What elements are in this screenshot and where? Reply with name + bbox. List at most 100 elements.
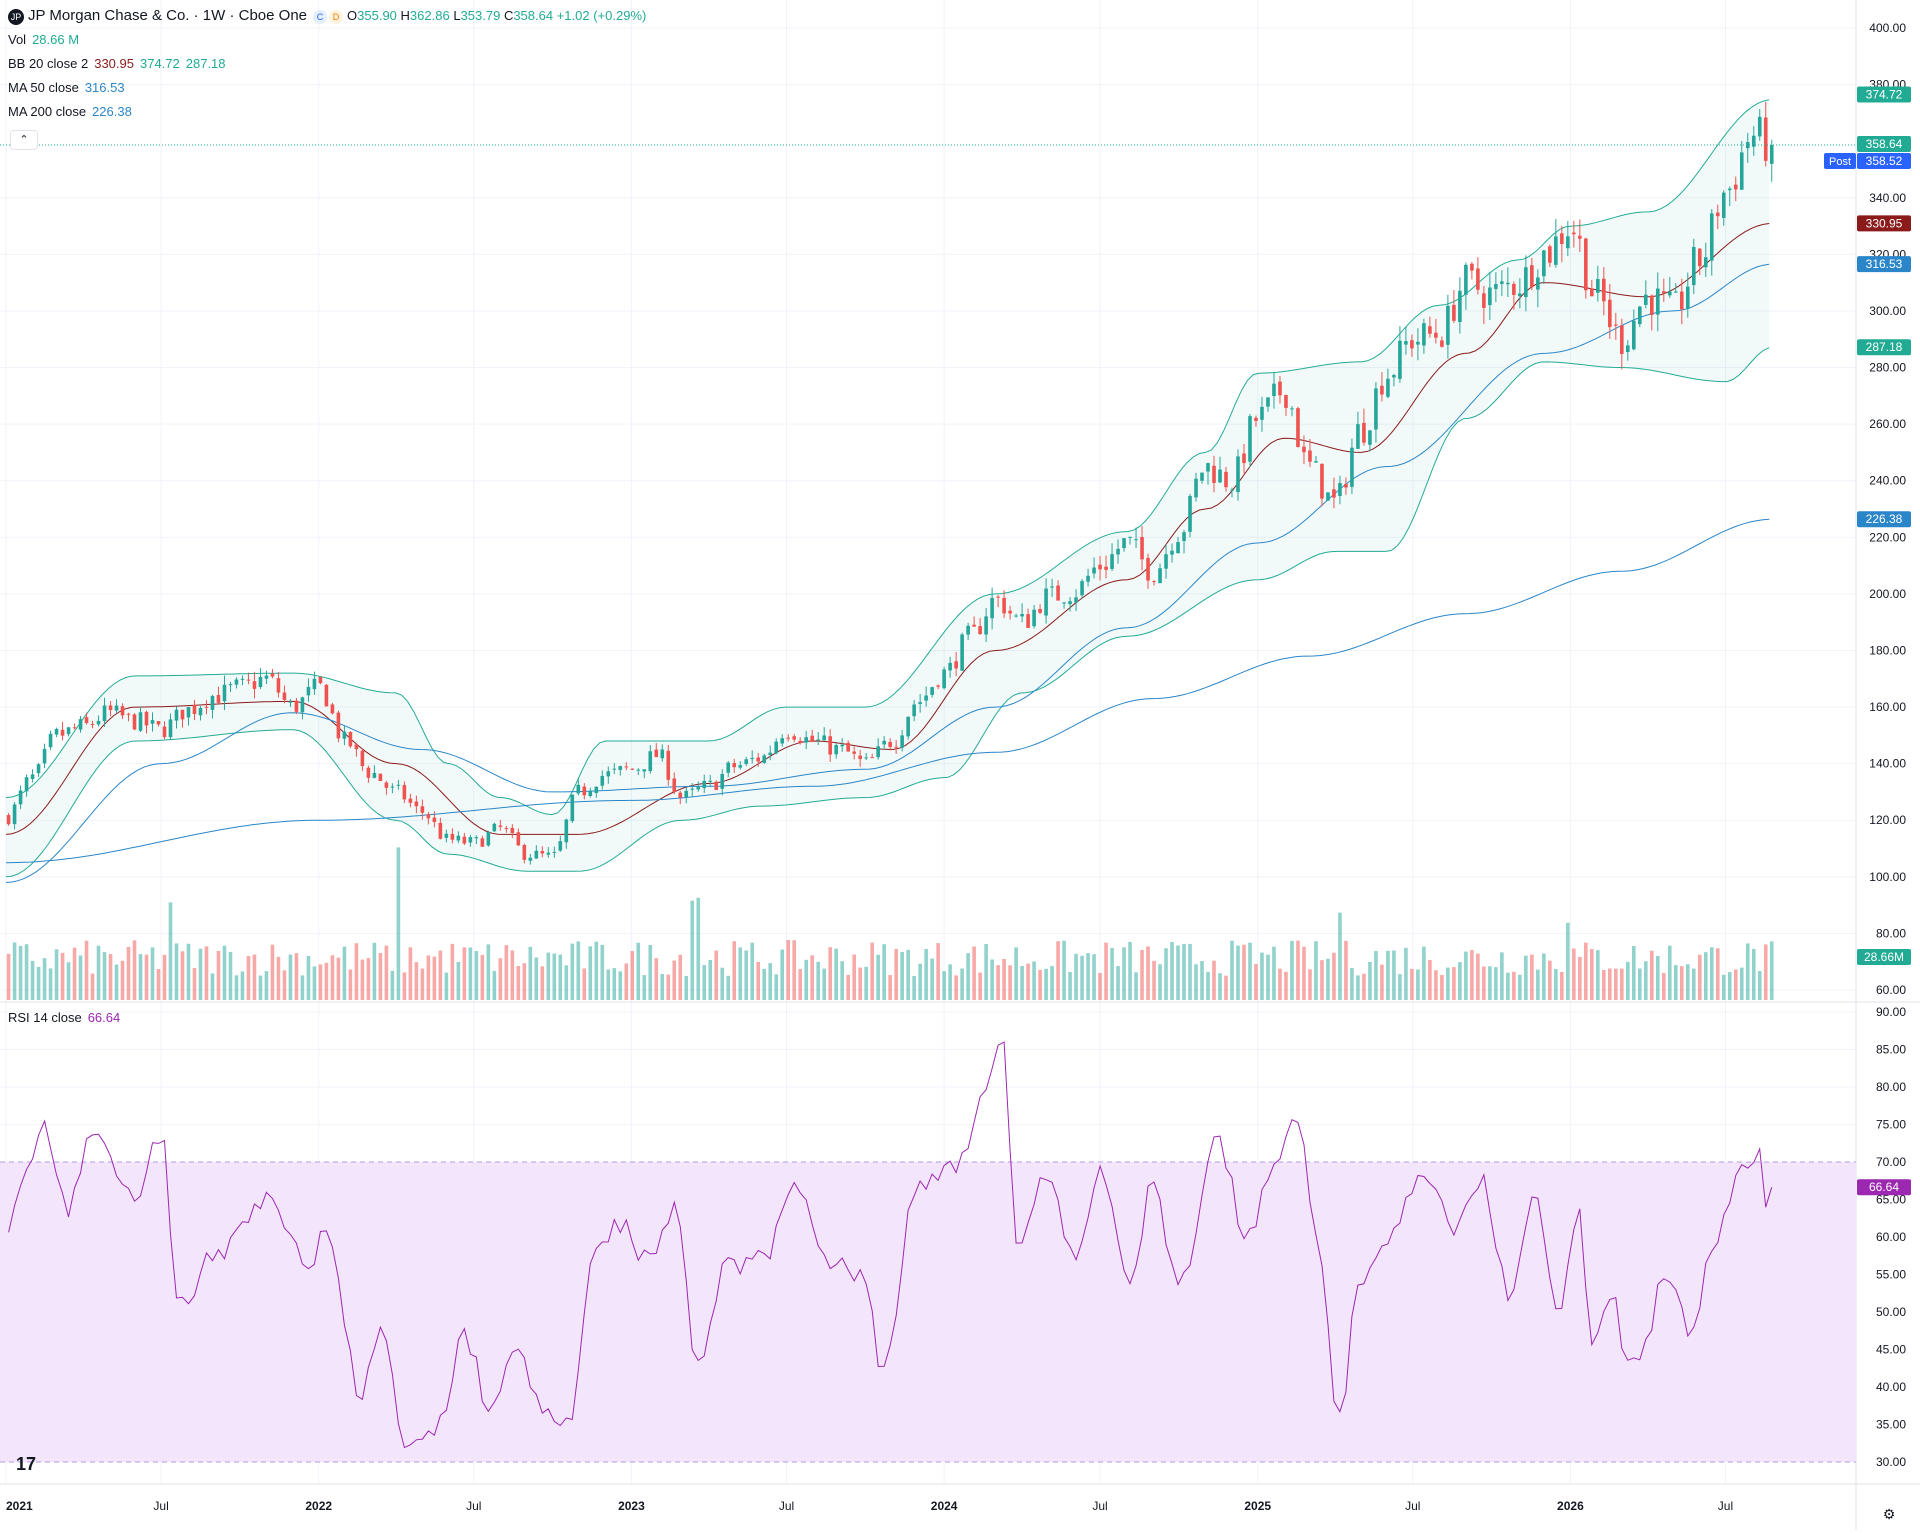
price-axis[interactable]: 400.00380.00340.00320.00300.00280.00260.… (1869, 21, 1906, 997)
candle (912, 699, 916, 722)
volume-legend[interactable]: Vol 28.66 M (8, 32, 79, 48)
candle (1572, 220, 1576, 248)
volume-tag[interactable]: 28.66M (1857, 949, 1911, 965)
volume-bar (792, 940, 797, 1000)
ma50-label: MA 50 close (8, 80, 79, 95)
candle-body (1554, 236, 1558, 265)
candle (1440, 336, 1444, 348)
candle (1050, 578, 1054, 598)
symbol-title[interactable]: JP Morgan Chase & Co. · 1W · Cboe One (28, 7, 308, 24)
candle (690, 783, 695, 797)
volume-bar (414, 962, 419, 1000)
candle-body (954, 661, 958, 669)
volume-bar (36, 966, 41, 1000)
volume-bar (1757, 971, 1762, 1000)
rsi-tag[interactable]: 66.64 (1857, 1179, 1911, 1196)
candle-body (420, 806, 425, 813)
candle (1350, 438, 1354, 495)
volume-bar (1248, 942, 1252, 1000)
volume-bar (918, 963, 922, 1000)
ma50-legend[interactable]: MA 50 close 316.53 (8, 80, 125, 96)
volume-bar (1452, 967, 1456, 1000)
post-price-tag-prefix: Post (1829, 156, 1851, 168)
volume-bar (846, 974, 850, 1000)
last-price-tag-text: 358.64 (1866, 137, 1903, 151)
volume-bar (30, 960, 35, 1000)
volume-bar (1332, 952, 1336, 1000)
time-tick-label: Jul (1405, 1499, 1420, 1513)
candle (1632, 309, 1636, 351)
market-status-icon[interactable]: C (313, 9, 328, 24)
last-price-tag[interactable]: 358.64 (1857, 136, 1911, 153)
candle-body (1026, 614, 1030, 628)
candle-body (972, 624, 976, 627)
gear-icon[interactable]: ⚙ (1882, 1506, 1896, 1522)
candle (1542, 249, 1546, 284)
volume-bar (336, 957, 341, 1000)
volume-bar (606, 969, 611, 1000)
candle-body (666, 750, 671, 780)
ma200-tag[interactable]: 226.38 (1857, 511, 1911, 528)
volume-bar (1176, 945, 1180, 1000)
volume-bar (462, 947, 467, 1000)
candle-body (1560, 233, 1564, 244)
volume-bar (1362, 973, 1366, 1000)
volume-bar (1044, 968, 1048, 1000)
post-price-tag[interactable]: Post 358.52 (1824, 153, 1911, 170)
candle-body (1703, 257, 1708, 268)
symbol-header[interactable]: JP JP Morgan Chase & Co. · 1W · Cboe One C… (8, 8, 646, 25)
volume-bar (132, 940, 137, 1000)
rsi-axis[interactable]: 90.00 85.00 80.00 75.00 70.00 65.00 60.00 55.00… (1876, 1005, 1906, 1469)
bb-upper-tag[interactable]: 374.72 (1857, 86, 1911, 103)
candle (402, 781, 407, 803)
candle (462, 832, 467, 846)
candle-body (1482, 293, 1486, 308)
ma200-legend[interactable]: MA 200 close 226.38 (8, 104, 132, 120)
candle-body (630, 768, 635, 770)
candle-body (312, 678, 317, 690)
volume-bar (1626, 961, 1630, 1000)
candle (156, 720, 161, 727)
ma50-tag[interactable]: 316.53 (1857, 256, 1911, 273)
bb-lower-tag[interactable]: 287.18 (1857, 339, 1911, 356)
candle (108, 700, 113, 717)
candle (828, 729, 832, 762)
candle (1488, 271, 1492, 320)
candle-body (162, 726, 167, 738)
candle (60, 721, 65, 741)
candle (636, 768, 641, 776)
candle-body (714, 781, 719, 790)
candle (1020, 603, 1024, 623)
volume-bar (1074, 953, 1078, 1000)
rsi-label: RSI 14 close (8, 1010, 82, 1025)
candle (1248, 414, 1252, 468)
volume-bar (204, 946, 209, 1000)
volume-bar (1236, 945, 1240, 1000)
candle-body (702, 780, 707, 789)
volume-bar (1050, 966, 1054, 1000)
candle-body (1230, 489, 1234, 491)
candle-body (1044, 588, 1048, 616)
rsi-legend[interactable]: RSI 14 close 66.64 (8, 1010, 120, 1026)
chevron-up-icon[interactable]: ⌃ (10, 130, 38, 150)
delayed-data-icon[interactable]: D (329, 9, 344, 24)
candle (168, 713, 173, 740)
volume-bar (1182, 943, 1186, 1000)
candle-body (1512, 283, 1516, 295)
candle (966, 622, 970, 641)
candle-body (414, 801, 419, 807)
tradingview-logo[interactable]: 17 (16, 1454, 37, 1474)
candle (900, 730, 904, 752)
volume-bar (1554, 969, 1558, 1000)
ma50-tag-text: 316.53 (1866, 257, 1903, 271)
candle-body (774, 741, 779, 754)
time-axis[interactable]: 2021 Jul 2022 Jul 2023 Jul 2024 Jul 2025 Jul 2026 J… (6, 1499, 1733, 1513)
bb-legend[interactable]: BB 20 close 2 330.95 374.72 287.18 (8, 56, 226, 72)
volume-bar (1697, 954, 1702, 1000)
candle-body (1260, 406, 1264, 420)
bb-basis-tag[interactable]: 330.95 (1857, 215, 1911, 232)
volume-bar (210, 973, 215, 1000)
volume-bar (618, 971, 623, 1000)
candle (1506, 267, 1510, 297)
